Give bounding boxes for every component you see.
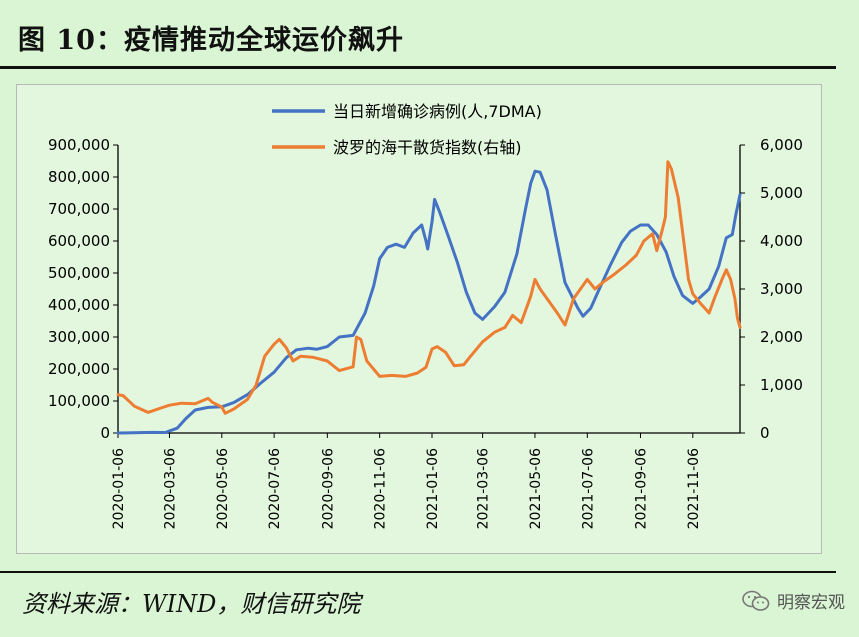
y-left-tick-label: 400,000 (48, 296, 110, 314)
line-chart: 0 100,000 200,000 300,000 400,000 500,000 600,… (48, 102, 803, 529)
watermark-text: 明察宏观 (777, 593, 845, 613)
y-right-tick-label: 3,000 (760, 280, 803, 298)
x-tick-label: 2020-11-06 (373, 448, 389, 529)
x-tick-label: 2021-09-06 (633, 448, 649, 529)
watermark: 明察宏观 (741, 588, 845, 613)
x-tick-label: 2020-01-06 (111, 448, 127, 529)
legend-label-cases: 当日新增确诊病例(人,7DMA) (333, 102, 542, 121)
y-left-tick-label: 600,000 (48, 232, 110, 250)
x-tick-label: 2021-07-06 (580, 448, 596, 529)
legend-label-bdi: 波罗的海干散货指数(右轴) (333, 138, 522, 157)
y-right-tick-label: 0 (760, 424, 770, 442)
plot-area: 0 100,000 200,000 300,000 400,000 500,000 600,… (16, 84, 822, 554)
x-tick-label: 2021-11-06 (686, 448, 702, 529)
figure-title: 图 10：疫情推动全球运价飙升 (18, 25, 404, 56)
x-tick-label: 2020-05-06 (215, 448, 231, 529)
wechat-icon (742, 590, 770, 611)
y-right-tick-label: 2,000 (760, 328, 803, 346)
y-left-tick-label: 100,000 (48, 392, 110, 410)
y-left-tick-label: 900,000 (48, 136, 110, 154)
series-line-bdi (116, 160, 742, 415)
top-rule (0, 66, 836, 69)
series-line-cases (116, 169, 742, 435)
x-tick-label: 2021-03-06 (476, 448, 492, 529)
x-tick-label: 2021-01-06 (425, 448, 441, 529)
y-right-tick-label: 1,000 (760, 376, 803, 394)
y-left-tick-label: 200,000 (48, 360, 110, 378)
y-left-tick-label: 0 (100, 424, 110, 442)
source-note: 资料来源：WIND，财信研究院 (22, 590, 361, 618)
y-left-tick-label: 300,000 (48, 328, 110, 346)
y-right-tick-label: 5,000 (760, 184, 803, 202)
y-left-tick-label: 800,000 (48, 168, 110, 186)
y-left-tick-label: 700,000 (48, 200, 110, 218)
bottom-rule (0, 571, 836, 573)
y-right-tick-label: 4,000 (760, 232, 803, 250)
x-tick-label: 2020-07-06 (267, 448, 283, 529)
x-tick-label: 2021-05-06 (528, 448, 544, 529)
y-right-tick-label: 6,000 (760, 136, 803, 154)
y-left-tick-label: 500,000 (48, 264, 110, 282)
x-tick-label: 2020-09-06 (320, 448, 336, 529)
x-tick-label: 2020-03-06 (162, 448, 178, 529)
